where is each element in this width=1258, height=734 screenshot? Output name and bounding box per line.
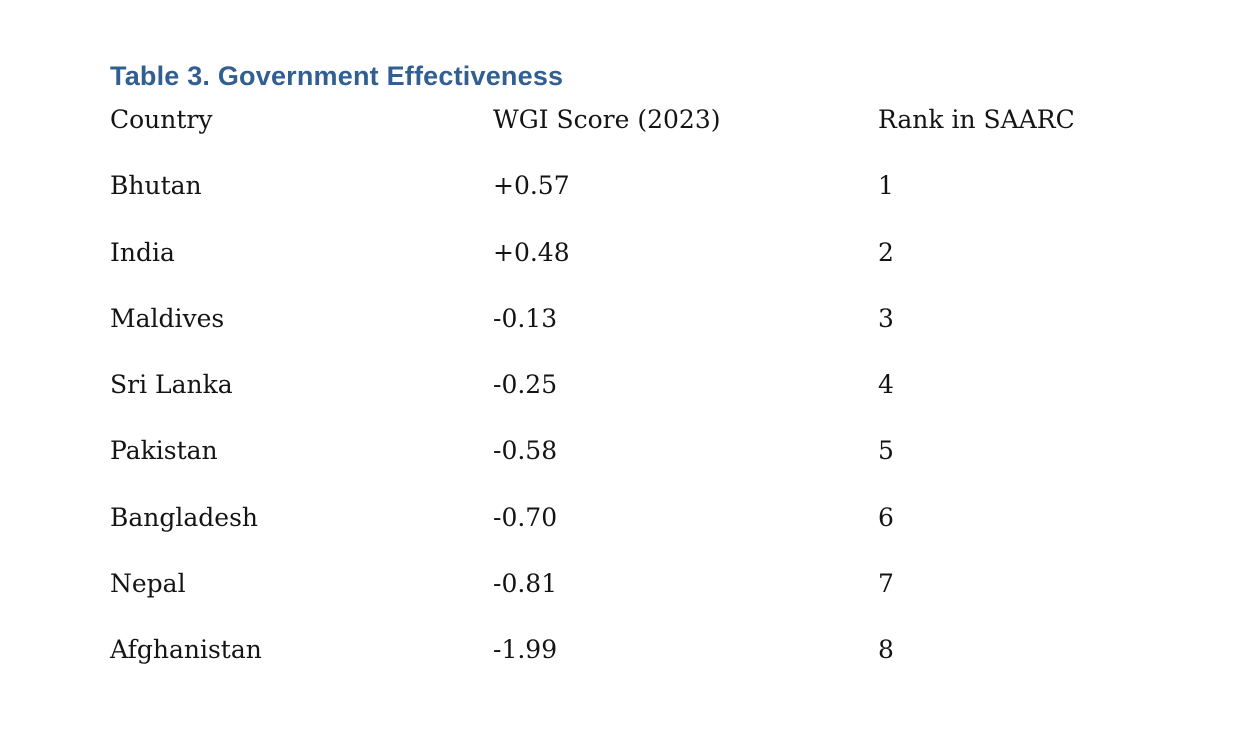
- table-row: Sri Lanka -0.25 4: [110, 369, 1190, 435]
- cell-rank: 2: [878, 237, 894, 267]
- header-cell-wgi-score: WGI Score (2023): [493, 105, 721, 134]
- cell-score: +0.48: [493, 237, 570, 267]
- cell-rank: 6: [878, 502, 894, 532]
- cell-score: -0.25: [493, 370, 558, 400]
- header-cell-rank: Rank in SAARC: [878, 105, 1075, 134]
- cell-rank: 3: [878, 303, 894, 333]
- cell-country: Sri Lanka: [110, 370, 233, 400]
- cell-country: Bangladesh: [110, 502, 259, 532]
- cell-score: -0.81: [493, 569, 558, 599]
- cell-rank: 5: [878, 436, 894, 466]
- table-row: Bhutan +0.57 1: [110, 170, 1190, 236]
- government-effectiveness-table: Country WGI Score (2023) Rank in SAARC B…: [110, 104, 1190, 701]
- cell-country: Pakistan: [110, 436, 218, 466]
- table-title: Table 3. Government Effectiveness: [110, 61, 564, 91]
- table-row: India +0.48 2: [110, 237, 1190, 303]
- table-row: Maldives -0.13 3: [110, 303, 1190, 369]
- cell-rank: 4: [878, 370, 894, 400]
- cell-score: +0.57: [493, 171, 570, 201]
- header-cell-country: Country: [110, 105, 213, 134]
- cell-score: -1.99: [493, 635, 558, 665]
- cell-country: Afghanistan: [110, 635, 262, 665]
- table-row: Bangladesh -0.70 6: [110, 502, 1190, 568]
- cell-rank: 8: [878, 635, 894, 665]
- table-header-row: Country WGI Score (2023) Rank in SAARC: [110, 104, 1190, 170]
- table-row: Afghanistan -1.99 8: [110, 634, 1190, 700]
- cell-country: Maldives: [110, 303, 225, 333]
- cell-score: -0.70: [493, 502, 558, 532]
- cell-score: -0.58: [493, 436, 558, 466]
- cell-country: Nepal: [110, 569, 186, 599]
- cell-rank: 1: [878, 171, 894, 201]
- cell-country: Bhutan: [110, 171, 202, 201]
- table-row: Nepal -0.81 7: [110, 568, 1190, 634]
- cell-rank: 7: [878, 569, 894, 599]
- cell-country: India: [110, 237, 175, 267]
- table-row: Pakistan -0.58 5: [110, 435, 1190, 501]
- cell-score: -0.13: [493, 303, 558, 333]
